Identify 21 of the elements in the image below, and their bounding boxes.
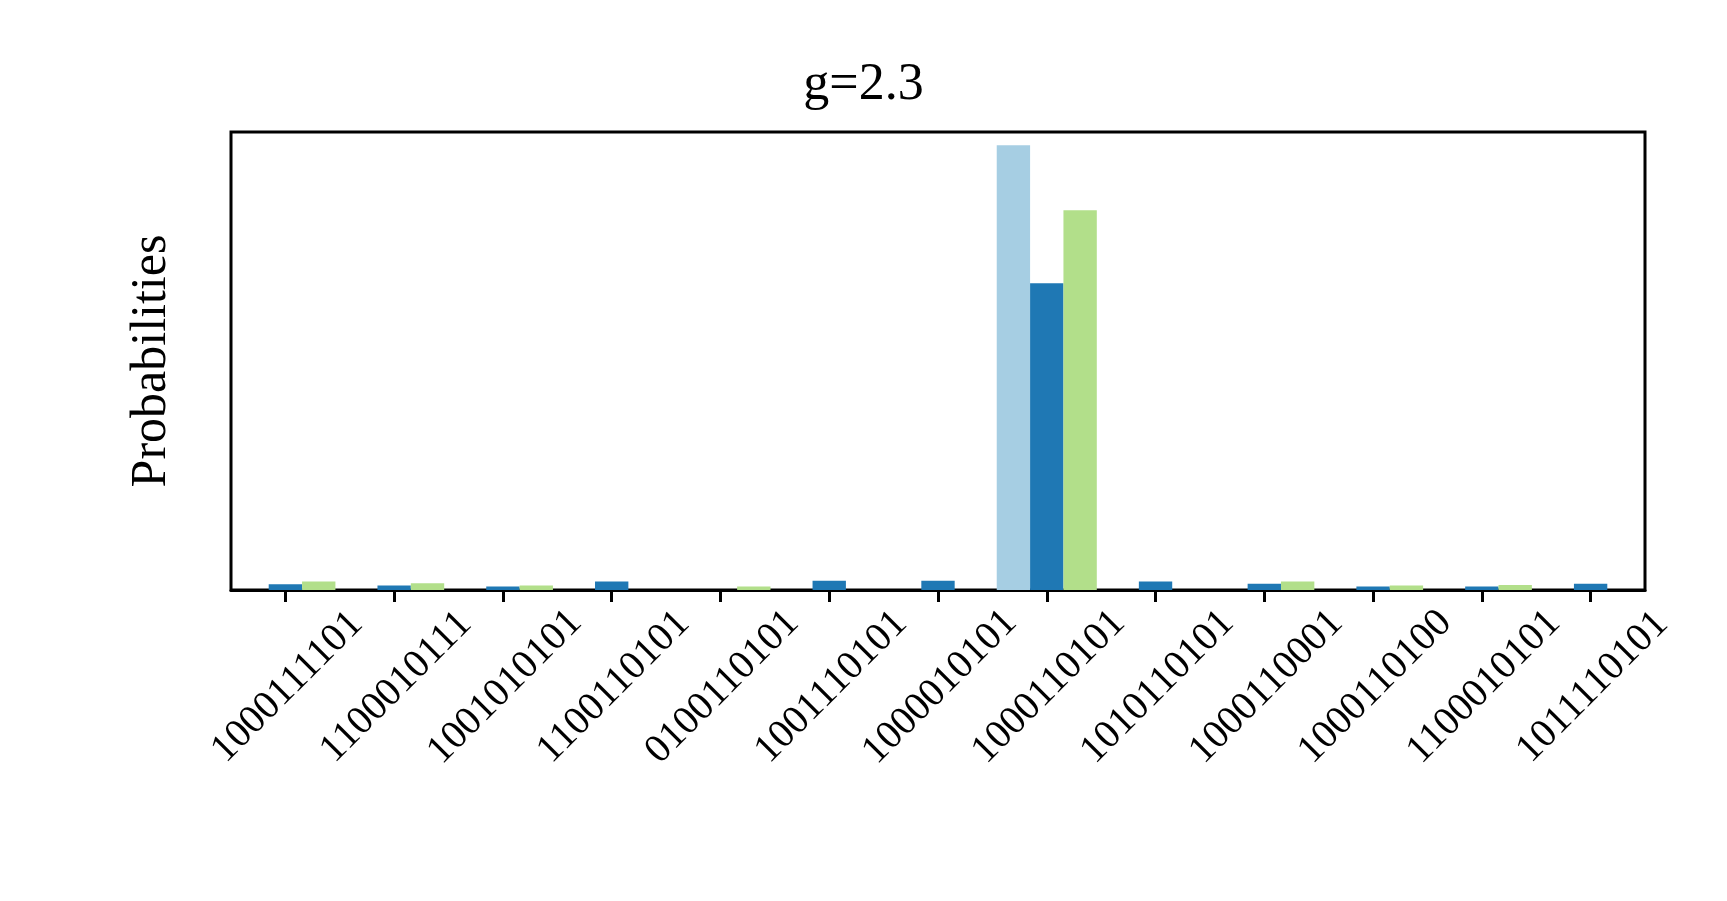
bar bbox=[377, 585, 411, 590]
bar bbox=[268, 584, 303, 590]
bar bbox=[486, 586, 520, 590]
bar bbox=[1465, 586, 1499, 590]
bar bbox=[812, 580, 846, 590]
bar bbox=[1138, 581, 1173, 590]
bar bbox=[1356, 586, 1390, 590]
y-axis-title: Probabilities bbox=[120, 234, 176, 488]
bar bbox=[595, 581, 629, 590]
bar bbox=[1063, 210, 1097, 590]
bar bbox=[410, 583, 445, 590]
bar bbox=[996, 145, 1031, 590]
bar bbox=[302, 581, 336, 590]
bar bbox=[1247, 583, 1281, 590]
bar bbox=[1573, 583, 1608, 590]
bar bbox=[1498, 585, 1532, 590]
bar bbox=[737, 586, 771, 590]
chart-title: g=2.3 bbox=[803, 52, 924, 110]
bar bbox=[1280, 581, 1315, 590]
bar bbox=[921, 580, 955, 590]
bar bbox=[1030, 283, 1064, 590]
